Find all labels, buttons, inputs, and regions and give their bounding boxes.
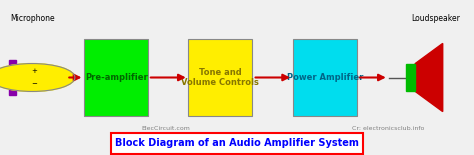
Text: Block Diagram of an Audio Amplifier System: Block Diagram of an Audio Amplifier Syst…	[115, 138, 359, 148]
Text: ElecCircuit.com: ElecCircuit.com	[141, 126, 191, 131]
Bar	[9, 60, 16, 95]
Text: Cr: electronicsclub.info: Cr: electronicsclub.info	[353, 126, 425, 131]
Bar	[406, 64, 415, 91]
Polygon shape	[415, 43, 443, 112]
FancyBboxPatch shape	[189, 39, 252, 116]
Text: Power Amplifier: Power Amplifier	[286, 73, 363, 82]
FancyBboxPatch shape	[84, 39, 148, 116]
Text: Pre-amplifier: Pre-amplifier	[85, 73, 147, 82]
Text: −: −	[32, 82, 37, 87]
FancyBboxPatch shape	[293, 39, 356, 116]
Circle shape	[0, 64, 75, 91]
Text: Loudspeaker: Loudspeaker	[411, 14, 461, 23]
FancyBboxPatch shape	[111, 133, 363, 154]
Text: +: +	[32, 68, 37, 74]
Text: Tone and
Volume Controls: Tone and Volume Controls	[182, 68, 259, 87]
Text: Microphone: Microphone	[10, 14, 55, 23]
